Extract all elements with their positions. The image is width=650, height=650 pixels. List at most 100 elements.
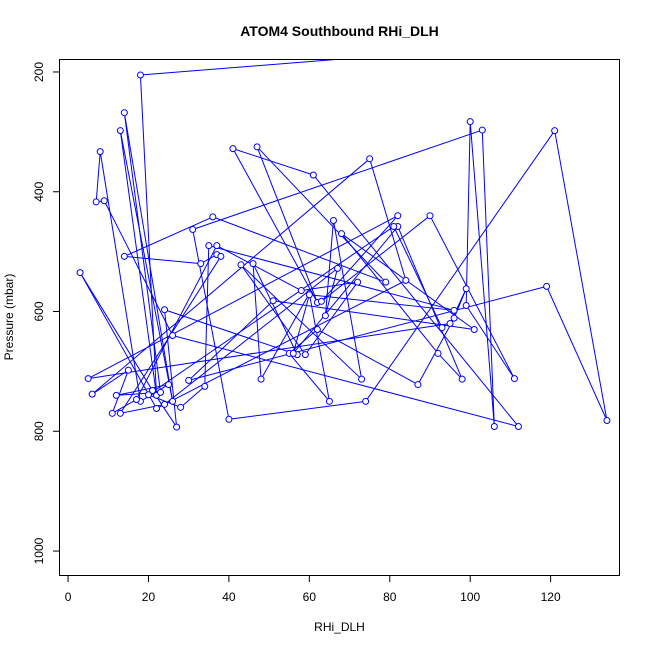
series-segment — [256, 146, 387, 283]
data-point — [490, 422, 498, 430]
series-segment — [465, 121, 471, 306]
series-segment — [308, 293, 330, 402]
data-point — [92, 198, 100, 206]
data-point — [120, 252, 128, 260]
series-segment — [288, 353, 330, 402]
data-point — [450, 314, 458, 322]
data-point — [510, 375, 518, 383]
data-point — [161, 306, 169, 314]
data-point — [450, 306, 458, 314]
data-point — [161, 400, 169, 408]
data-point — [201, 382, 209, 390]
data-point — [144, 391, 152, 399]
series-segment — [437, 353, 463, 380]
series-segment — [256, 146, 318, 303]
y-tick-label: 800 — [32, 421, 46, 441]
data-point — [354, 278, 362, 286]
data-point — [213, 242, 221, 250]
data-point — [466, 118, 474, 126]
series-segment — [95, 151, 101, 202]
data-point — [225, 415, 233, 423]
series-segment — [87, 215, 399, 380]
data-point — [197, 260, 205, 268]
data-point — [402, 276, 410, 284]
x-tick-label: 40 — [222, 590, 236, 604]
x-tick-label: 0 — [65, 590, 72, 604]
x-axis: 0 20 40 60 80 100 120 — [65, 575, 561, 604]
series-segment — [481, 130, 495, 427]
data-point — [462, 285, 470, 293]
x-tick-label: 80 — [383, 590, 397, 604]
data-point — [309, 171, 317, 179]
data-point — [249, 260, 257, 268]
series-segment — [208, 245, 455, 311]
series-segment — [119, 130, 174, 402]
series-segment — [111, 370, 129, 414]
data-point — [446, 319, 454, 327]
data-point — [305, 291, 313, 299]
data-point — [390, 222, 398, 230]
data-point — [173, 423, 181, 431]
data-point — [382, 278, 390, 286]
series-segment — [123, 112, 174, 402]
series-segment — [317, 329, 419, 386]
data-point — [185, 376, 193, 384]
data-point — [108, 409, 116, 417]
series-segment — [216, 245, 302, 291]
series-segment — [172, 334, 519, 427]
series-segment — [124, 255, 201, 265]
series-segment — [164, 309, 298, 356]
data-point — [177, 403, 185, 411]
data-point — [257, 375, 265, 383]
data-series — [76, 60, 611, 431]
series-segment — [292, 294, 310, 354]
data-point — [132, 396, 140, 404]
data-point — [462, 302, 470, 310]
series-segment — [301, 281, 358, 292]
data-point — [124, 366, 132, 374]
series-segment — [204, 245, 210, 387]
series-segment — [188, 285, 547, 381]
data-point — [76, 269, 84, 277]
data-point — [325, 397, 333, 405]
data-point — [136, 71, 144, 79]
data-point — [253, 143, 261, 151]
series-segment — [140, 60, 336, 76]
series-segment — [192, 129, 483, 230]
data-point — [458, 375, 466, 383]
data-point — [205, 242, 213, 250]
series-segment — [188, 300, 274, 381]
data-point — [313, 325, 321, 333]
series-segment — [180, 385, 206, 408]
data-point — [116, 409, 124, 417]
series-segment — [554, 130, 608, 421]
data-point — [551, 127, 559, 135]
data-point — [514, 422, 522, 430]
series-segment — [292, 226, 399, 354]
series-segment — [260, 293, 310, 380]
series-segment — [324, 220, 334, 316]
data-point — [470, 325, 478, 333]
data-point — [603, 417, 611, 424]
y-axis: 200 400 600 800 1000 — [32, 62, 60, 564]
x-tick-label: 20 — [142, 590, 156, 604]
data-point — [88, 390, 96, 398]
x-tick-label: 60 — [303, 590, 317, 604]
series-segment — [240, 264, 362, 380]
chart-title: ATOM4 Southbound RHi_DLH — [240, 23, 439, 39]
data-point — [333, 264, 341, 272]
series-segment — [369, 158, 407, 281]
data-point — [366, 155, 374, 163]
data-point — [297, 287, 305, 295]
series-segment — [212, 216, 386, 283]
y-tick-label: 1000 — [32, 537, 46, 564]
series-segment — [88, 322, 451, 380]
series-segment — [309, 294, 455, 311]
data-point — [217, 252, 225, 260]
y-tick-label: 400 — [32, 181, 46, 201]
y-tick-label: 200 — [32, 62, 46, 82]
data-point — [434, 349, 442, 357]
data-point — [96, 148, 104, 156]
data-point — [165, 381, 173, 389]
data-point — [438, 324, 446, 332]
